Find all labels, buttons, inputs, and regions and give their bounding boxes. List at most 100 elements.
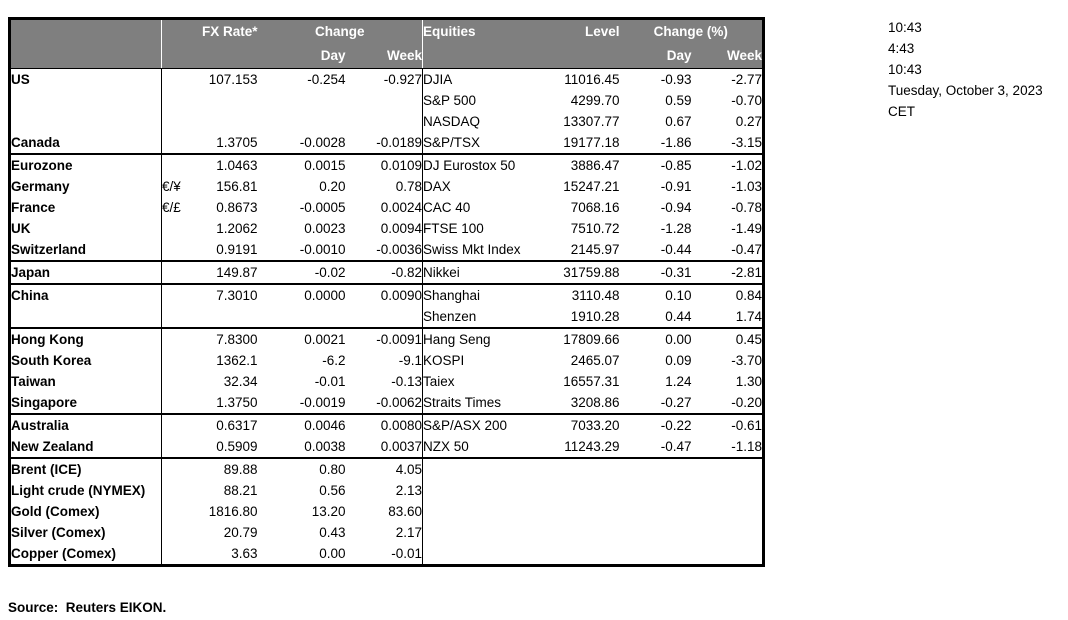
timestamp-column: 10:43 4:43 10:43 Tuesday, October 3, 202…: [888, 17, 1043, 122]
fx-rate-value: 0.6317: [216, 418, 258, 433]
currency-pair-label: [161, 239, 194, 262]
fx-change-day: -0.0028: [257, 132, 346, 155]
fx-change-week: -9.1: [398, 353, 422, 368]
equity-level: 2145.97: [538, 239, 620, 262]
table-row: China 7.3010 0.0000 0.0090 Shanghai 3110.48 0.…: [10, 284, 764, 306]
region-label: UK: [11, 221, 31, 236]
table-row: Silver (Comex) 20.79 0.43 2.17: [10, 522, 764, 543]
currency-pair-label: [161, 284, 194, 306]
equity-level: 15247.21: [563, 179, 620, 194]
fx-rate-value: [194, 90, 258, 111]
fx-change-week: 0.0109: [380, 158, 422, 173]
region-label: [10, 90, 162, 111]
equity-change-day: 1.24: [665, 374, 692, 389]
fx-rate-value: 0.5909: [193, 436, 258, 459]
currency-pair-label: [161, 132, 194, 155]
equity-level: 1910.28: [538, 306, 620, 329]
header-row-1: FX Rate* Change Equities Level Change (%…: [9, 18, 764, 44]
equity-change-week: -1.02: [731, 158, 762, 173]
equity-day-header: Day: [619, 44, 692, 69]
fx-change-day: -0.0019: [257, 392, 346, 415]
region-label: Japan: [9, 261, 162, 285]
region-label: Copper (Comex): [11, 546, 117, 561]
fx-change-day: 0.0021: [304, 332, 346, 347]
fx-change-week: 0.0094: [380, 221, 422, 236]
currency-pair-label: €/¥: [161, 176, 194, 197]
equity-change-week: -1.18: [691, 436, 764, 459]
region-label: Canada: [9, 132, 162, 155]
region-label: South Korea: [11, 353, 92, 368]
equity-name: [422, 480, 539, 501]
fx-change-week: [346, 111, 423, 132]
currency-pair-label: [161, 90, 194, 111]
fx-rate-value: 3.63: [231, 546, 258, 561]
fx-week-header: Week: [345, 44, 423, 69]
table-row: France €/£ 0.8673 -0.0005 0.0024 CAC 40 7068.1…: [10, 197, 764, 218]
currency-pair-label: [161, 414, 194, 436]
equity-change-day: -0.47: [619, 436, 692, 459]
region-label: [9, 306, 162, 329]
header-row-2: Day Week Day Week: [9, 44, 764, 69]
fx-change-day: -0.0010: [257, 239, 346, 262]
fx-change-day: -0.02: [257, 261, 346, 285]
fx-change-week: -0.82: [345, 261, 423, 285]
equity-name: Nikkei: [422, 261, 539, 285]
fx-change-week: -0.0091: [376, 332, 422, 347]
equity-change-day: [620, 522, 692, 543]
equity-change-week: 0.27: [735, 114, 762, 129]
equity-change-week: -3.70: [731, 353, 762, 368]
fx-change-week: 0.0090: [380, 288, 422, 303]
region-label: US: [11, 72, 30, 87]
equity-change-day: 0.59: [665, 93, 692, 108]
region-label: Taiwan: [11, 374, 56, 389]
footnotes: Source: Reuters EIKON. * FX Rate for USD…: [8, 555, 698, 620]
table-row: Germany €/¥ 156.81 0.20 0.78 DAX 15247.21 -0.91…: [10, 176, 764, 197]
table-row: Switzerland 0.9191 -0.0010 -0.0036 Swiss Mkt…: [9, 239, 764, 262]
fx-rate-value: 32.34: [223, 374, 258, 389]
fx-rate-value: 149.87: [193, 261, 258, 285]
corner-cell: [9, 18, 162, 44]
equity-level: 4299.70: [570, 93, 620, 108]
table-row: US 107.153 -0.254 -0.927 DJIA 11016.45 -0.93 -2…: [10, 68, 764, 90]
equity-name: [422, 458, 539, 480]
equity-level: [539, 501, 620, 522]
level-header: Level: [538, 18, 620, 44]
table-header: FX Rate* Change Equities Level Change (%…: [9, 18, 764, 69]
equity-change-day: [620, 501, 692, 522]
fx-change-day: [258, 111, 346, 132]
currency-pair-label: [161, 480, 194, 501]
timestamp-local: 10:43: [888, 20, 922, 35]
equity-name: KOSPI: [422, 350, 539, 371]
equity-level: [539, 522, 620, 543]
fx-change-week: 0.0080: [380, 418, 422, 433]
fx-day-header: Day: [257, 44, 346, 69]
table-row: Eurozone 1.0463 0.0015 0.0109 DJ Eurostox 50…: [10, 154, 764, 176]
fx-rate-header: FX Rate*: [193, 18, 258, 44]
equity-change-week: -2.81: [691, 261, 764, 285]
currency-pair-label: [161, 111, 194, 132]
equity-change-day: 0.44: [619, 306, 692, 329]
fx-change-day: 0.20: [319, 179, 346, 194]
date-label: Tuesday, October 3, 2023: [888, 83, 1043, 98]
equity-week-header: Week: [691, 44, 764, 69]
fx-change-day: 0.0000: [304, 288, 346, 303]
equity-change-week: -0.78: [731, 200, 762, 215]
fx-change-day: [258, 90, 346, 111]
fx-change-header: Change: [257, 18, 423, 44]
fx-change-day: 0.0023: [304, 221, 346, 236]
pair-column-header: [161, 18, 194, 44]
currency-pair-label: [161, 306, 194, 329]
fx-change-day: [257, 306, 346, 329]
currency-pair-label: [161, 218, 194, 239]
fx-rate-value: 88.21: [223, 483, 258, 498]
fx-rate-value: 89.88: [223, 462, 258, 477]
equity-change-day: 0.00: [665, 332, 692, 347]
fx-change-week: 0.0024: [380, 200, 422, 215]
fx-change-week: 4.05: [395, 462, 422, 477]
equity-change-day: -1.86: [619, 132, 692, 155]
equity-level: 7033.20: [570, 418, 620, 433]
equity-level: 17809.66: [563, 332, 620, 347]
equity-change-day: -0.22: [660, 418, 692, 433]
fx-change-day: 13.20: [311, 504, 346, 519]
equity-change-week: [692, 480, 764, 501]
